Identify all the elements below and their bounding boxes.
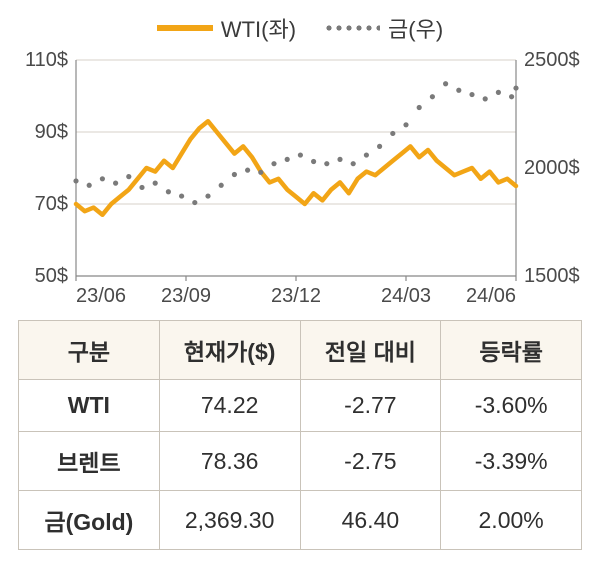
col-rate: 등락률 <box>441 321 582 380</box>
chart-legend: WTI(좌) 금(우) <box>18 12 582 44</box>
row-label: 금(Gold) <box>19 491 160 550</box>
svg-text:24/06: 24/06 <box>466 285 516 307</box>
row-rate: 2.00% <box>441 491 582 550</box>
svg-text:23/09: 23/09 <box>161 285 211 307</box>
chart-svg: 50$ 70$ 90$ 110$ 1500$ 2000$ 2500$ 23/06 23/09 23… <box>18 50 582 310</box>
svg-text:24/03: 24/03 <box>381 285 431 307</box>
svg-text:2500$: 2500$ <box>524 50 580 71</box>
svg-text:23/06: 23/06 <box>76 285 126 307</box>
price-table: 구분 현재가($) 전일 대비 등락률 WTI74.22-2.77-3.60%브… <box>18 320 582 550</box>
row-label: 브렌트 <box>19 432 160 491</box>
row-price: 74.22 <box>159 380 300 432</box>
col-change: 전일 대비 <box>300 321 441 380</box>
row-change: 46.40 <box>300 491 441 550</box>
svg-text:90$: 90$ <box>35 121 68 143</box>
row-label: WTI <box>19 380 160 432</box>
legend-swatch-gold <box>324 25 380 31</box>
svg-text:2000$: 2000$ <box>524 157 580 179</box>
col-price: 현재가($) <box>159 321 300 380</box>
price-chart: 50$ 70$ 90$ 110$ 1500$ 2000$ 2500$ 23/06 23/09 23… <box>18 50 582 310</box>
row-rate: -3.39% <box>441 432 582 491</box>
svg-text:110$: 110$ <box>25 50 68 71</box>
row-rate: -3.60% <box>441 380 582 432</box>
svg-text:70$: 70$ <box>35 193 68 215</box>
table-row: 금(Gold)2,369.3046.402.00% <box>19 491 582 550</box>
row-price: 78.36 <box>159 432 300 491</box>
row-change: -2.77 <box>300 380 441 432</box>
svg-text:1500$: 1500$ <box>524 265 580 287</box>
svg-text:50$: 50$ <box>35 265 68 287</box>
table-row: WTI74.22-2.77-3.60% <box>19 380 582 432</box>
legend-swatch-wti <box>157 25 213 31</box>
row-change: -2.75 <box>300 432 441 491</box>
legend-label-wti: WTI(좌) <box>221 12 296 44</box>
legend-item-gold: 금(우) <box>324 12 443 44</box>
legend-label-gold: 금(우) <box>388 12 443 44</box>
row-price: 2,369.30 <box>159 491 300 550</box>
col-category: 구분 <box>19 321 160 380</box>
table-header-row: 구분 현재가($) 전일 대비 등락률 <box>19 321 582 380</box>
table-row: 브렌트78.36-2.75-3.39% <box>19 432 582 491</box>
legend-item-wti: WTI(좌) <box>157 12 296 44</box>
svg-text:23/12: 23/12 <box>271 285 321 307</box>
